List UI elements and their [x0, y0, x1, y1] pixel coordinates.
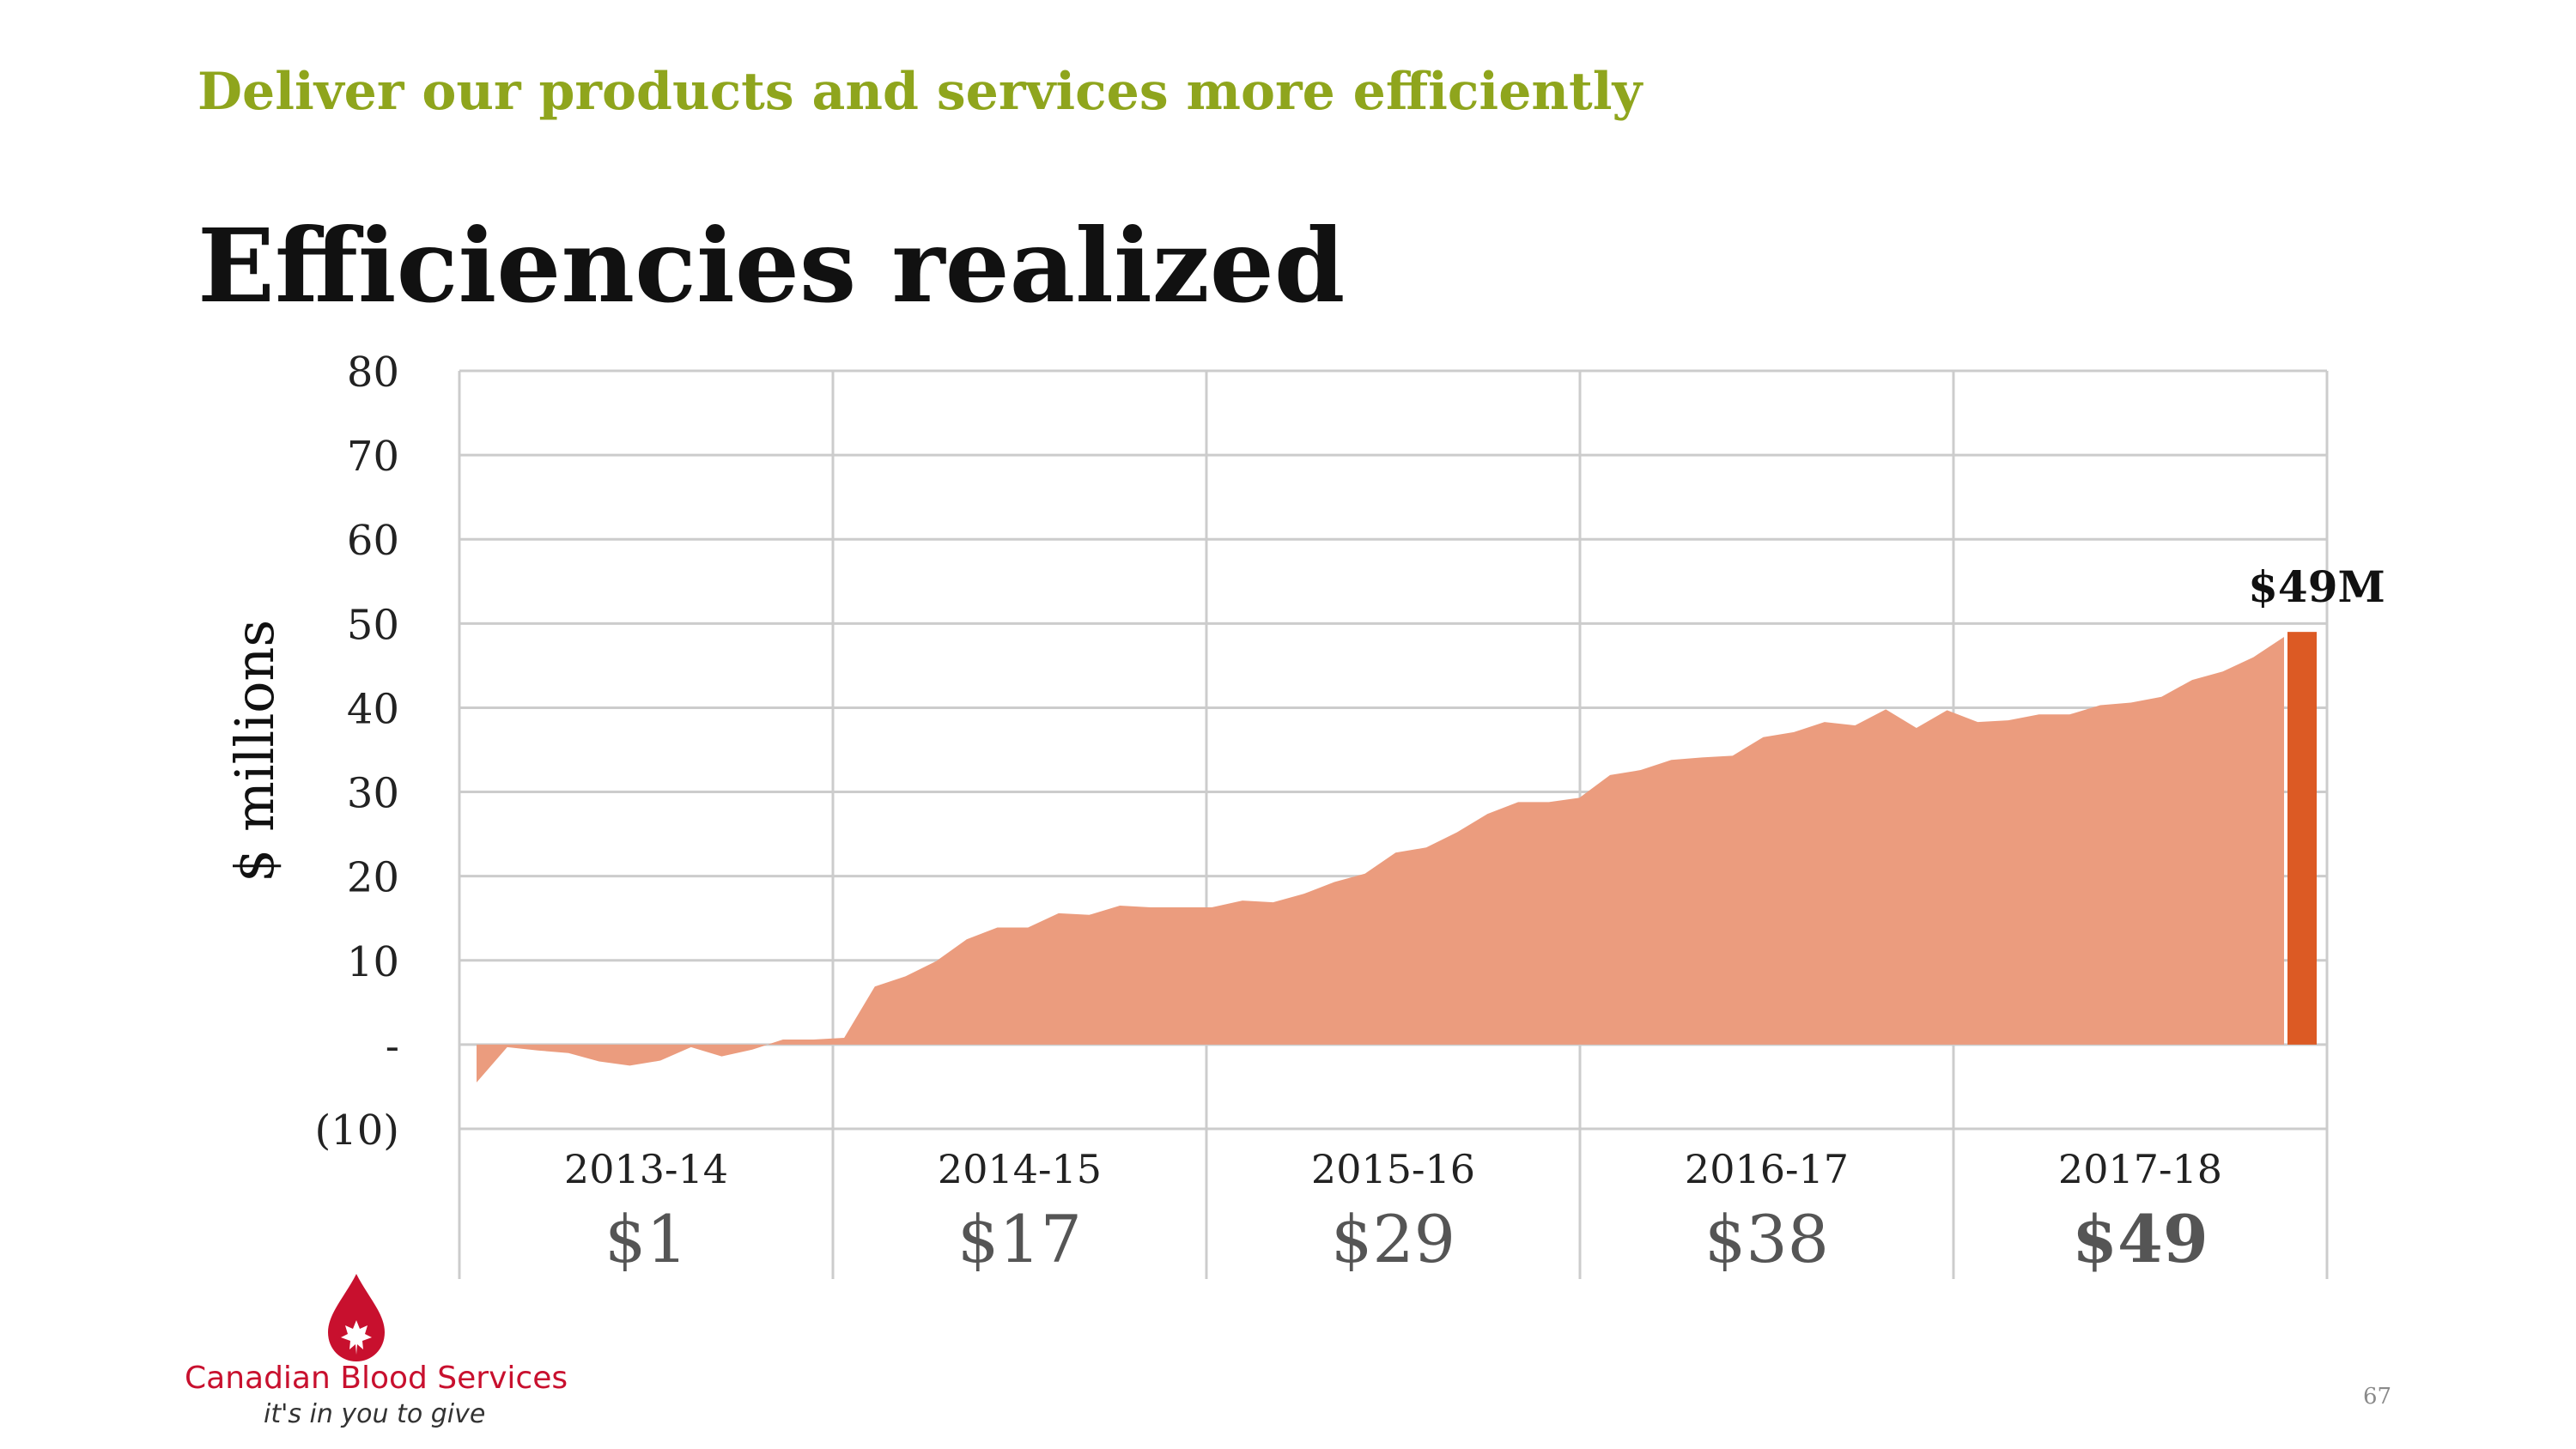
y-tick-label: 30 — [347, 770, 399, 818]
y-axis-title: $ millions — [223, 620, 286, 882]
y-tick-label: (10) — [314, 1106, 399, 1155]
y-tick-label: 10 — [347, 938, 399, 986]
period-total: $1 — [605, 1201, 688, 1277]
period-total: $29 — [1331, 1201, 1455, 1277]
period-label: 2016-17 — [1685, 1146, 1849, 1192]
y-tick-label: 80 — [347, 349, 399, 397]
period-label: 2014-15 — [938, 1146, 1102, 1192]
y-tick-label: 20 — [347, 854, 399, 902]
y-tick-label: - — [386, 1022, 399, 1070]
efficiency-area — [477, 637, 2284, 1083]
final-value-label: $49M — [2248, 561, 2385, 612]
page-number: 67 — [2363, 1384, 2392, 1410]
y-tick-label: 40 — [347, 685, 399, 733]
blood-drop-icon — [328, 1274, 385, 1361]
canadian-blood-services-logo: Canadian Blood Services it's in you to g… — [185, 1270, 568, 1429]
period-total: $49 — [2072, 1201, 2208, 1277]
period-label: 2013-14 — [564, 1146, 728, 1192]
period-label: 2015-16 — [1311, 1146, 1475, 1192]
logo-name: Canadian Blood Services — [185, 1361, 568, 1396]
y-tick-label: 60 — [347, 517, 399, 565]
y-tick-label: 50 — [347, 601, 399, 649]
slide-title: Efficiencies realized — [197, 206, 1346, 325]
logo-tagline: it's in you to give — [264, 1399, 486, 1429]
period-total: $17 — [957, 1201, 1082, 1277]
period-label: 2017-18 — [2058, 1146, 2222, 1192]
y-tick-label: 70 — [347, 433, 399, 481]
section-subtitle: Deliver our products and services more e… — [197, 62, 1643, 122]
period-total: $38 — [1704, 1201, 1829, 1277]
final-bar-2017-18 — [2287, 632, 2317, 1045]
